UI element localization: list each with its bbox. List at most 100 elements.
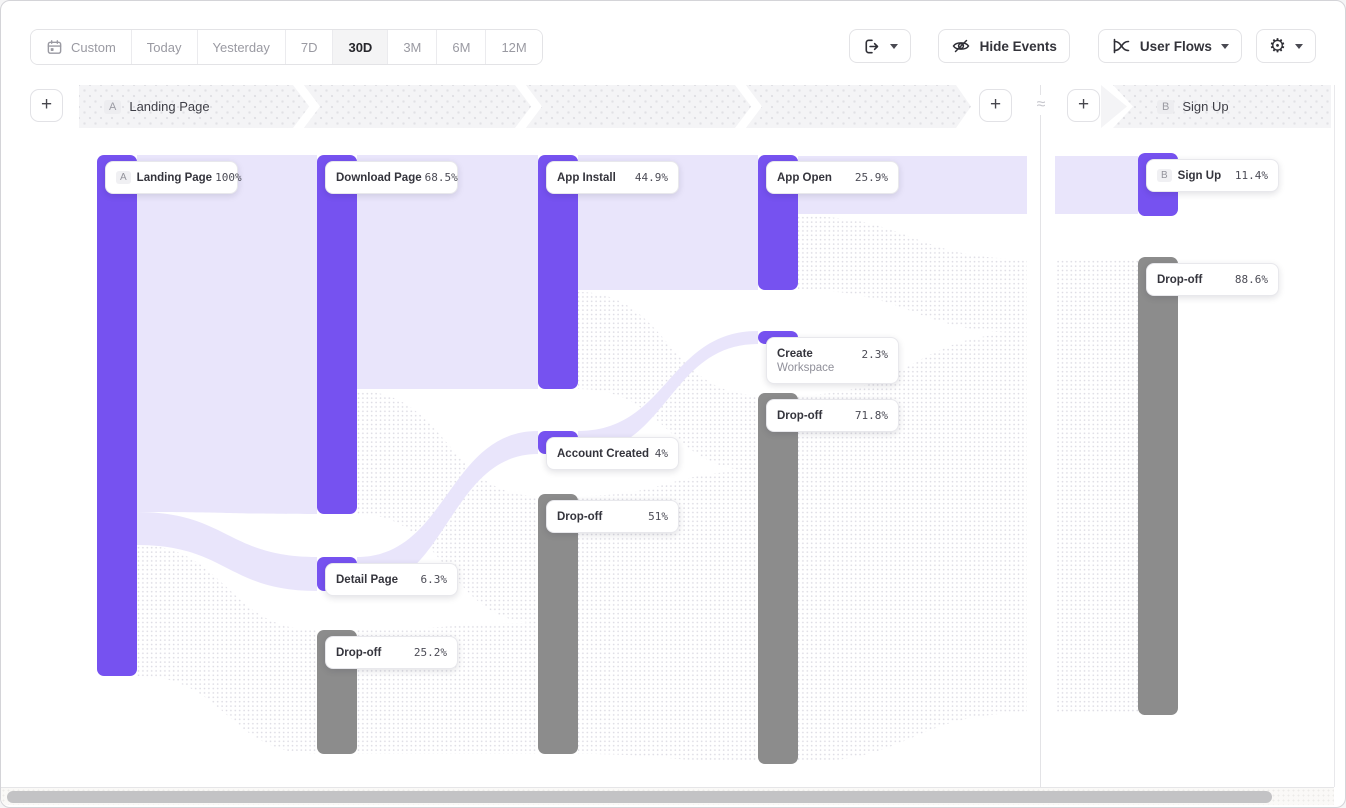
node-value: 25.9% [854, 171, 888, 184]
node-badge: A [116, 171, 131, 184]
node-label: App Install [557, 171, 616, 184]
flow-node-card-create-workspace[interactable]: Create 2.3% Workspace [766, 337, 899, 384]
node-label: Detail Page [336, 573, 398, 586]
flow-node-card-sign-up[interactable]: B Sign Up 11.4% [1146, 159, 1279, 192]
flow-node-card-app-open[interactable]: App Open 25.9% [766, 161, 899, 194]
flow-link-dropoff [798, 216, 1027, 333]
date-range-today[interactable]: Today [131, 30, 198, 64]
date-range-12m[interactable]: 12M [486, 30, 542, 64]
date-range-label: 7D [300, 39, 318, 55]
user-flows-sankey [97, 153, 1178, 764]
date-range-label: 6M [452, 39, 471, 55]
toolbar-actions: Hide Events User Flows ⚙ [848, 29, 1316, 63]
flow-node-card-drop-off[interactable]: Drop-off 51% [546, 500, 679, 533]
flow-node-card-drop-off[interactable]: Drop-off 71.8% [766, 399, 899, 432]
date-range-label: Custom [71, 39, 116, 55]
flow-link-dropoff [137, 545, 317, 754]
section-a-badge: A [104, 100, 121, 114]
date-range-7d[interactable]: 7D [285, 30, 334, 64]
date-range-label: 30D [348, 39, 373, 55]
flow-node-bar-download-page[interactable] [317, 155, 357, 514]
flow-node-bar-landing-page[interactable] [97, 155, 137, 676]
date-range-30d[interactable]: 30D [333, 30, 389, 64]
settings-button[interactable]: ⚙ [1255, 29, 1316, 63]
view-selector-button[interactable]: User Flows [1097, 29, 1242, 63]
add-step-button-section-b[interactable]: + [1067, 89, 1100, 122]
vertical-scrollbar-gutter [1334, 85, 1335, 787]
flow-node-bar-drop-off[interactable] [538, 494, 578, 754]
date-range-custom[interactable]: Custom [31, 30, 132, 64]
flow-node-card-detail-page[interactable]: Detail Page 6.3% [325, 563, 458, 596]
node-label: Account Created [557, 447, 650, 460]
eye-off-icon [951, 36, 971, 56]
node-value: 25.2% [413, 646, 447, 659]
step-banner-section-b[interactable]: B Sign Up [1113, 85, 1331, 128]
section-divider [1040, 85, 1041, 787]
flow-node-card-drop-off[interactable]: Drop-off 25.2% [325, 636, 458, 669]
flow-link [357, 431, 538, 591]
flow-link-dropoff [798, 333, 1027, 762]
node-label-line2: Workspace [777, 361, 835, 374]
section-a-label: Landing Page [129, 99, 210, 114]
export-button[interactable] [848, 29, 911, 63]
node-label: App Open [777, 171, 832, 184]
flow-link [578, 331, 758, 454]
scroll-area-border [1, 787, 1334, 788]
flow-link [137, 512, 317, 591]
flow-node-card-drop-off[interactable]: Drop-off 88.6% [1146, 263, 1279, 296]
flow-node-card-app-install[interactable]: App Install 44.9% [546, 161, 679, 194]
node-badge: B [1157, 169, 1172, 182]
add-step-button-left[interactable]: + [30, 89, 63, 122]
flow-node-bar-drop-off[interactable] [758, 393, 798, 764]
node-value: 51% [648, 510, 668, 523]
flow-link [137, 155, 317, 514]
export-icon [862, 37, 881, 56]
node-label: B Sign Up [1157, 169, 1221, 182]
section-b-badge: B [1157, 99, 1175, 114]
node-label: Create [777, 348, 813, 360]
view-selector-label: User Flows [1139, 38, 1212, 54]
node-label: A Landing Page [116, 171, 212, 184]
date-range-label: Yesterday [212, 39, 270, 55]
date-range-label: 12M [501, 39, 527, 55]
node-value: 2.3% [861, 347, 889, 361]
gear-icon: ⚙ [1268, 34, 1286, 57]
node-label: Drop-off [777, 409, 823, 422]
add-step-button-section-a[interactable]: + [979, 89, 1012, 122]
date-range-label: Today [146, 39, 182, 55]
flow-node-bar-app-install[interactable] [538, 155, 578, 389]
node-value: 4% [654, 447, 668, 460]
hide-events-button[interactable]: Hide Events [937, 29, 1070, 63]
node-label: Drop-off [1157, 273, 1203, 286]
section-approx-separator: ≈ [1029, 95, 1053, 115]
node-value: 6.3% [420, 573, 448, 586]
chevron-down-icon [1295, 43, 1303, 49]
node-value: 11.4% [1234, 169, 1268, 182]
flow-link [1055, 156, 1138, 214]
chevron-down-icon [889, 43, 898, 49]
date-range-3m[interactable]: 3M [388, 30, 438, 64]
flow-link-dropoff [1055, 259, 1138, 713]
flow-link-dropoff [578, 471, 758, 762]
flow-node-bar-drop-off[interactable] [1138, 257, 1178, 715]
hide-events-label: Hide Events [979, 38, 1057, 54]
date-range-6m[interactable]: 6M [437, 30, 487, 64]
horizontal-scrollbar-thumb[interactable] [7, 791, 1272, 803]
chevron-down-icon [1220, 43, 1229, 49]
node-value: 71.8% [854, 409, 888, 422]
date-range-label: 3M [403, 39, 422, 55]
calendar-icon [46, 39, 63, 56]
date-range-yesterday[interactable]: Yesterday [197, 30, 286, 64]
node-label: Drop-off [336, 646, 382, 659]
flow-node-card-download-page[interactable]: Download Page 68.5% [325, 161, 458, 194]
date-range-control: Custom Today Yesterday 7D 30D 3M 6M 12M [30, 29, 543, 65]
flow-node-card-account-created[interactable]: Account Created 4% [546, 437, 679, 470]
flow-node-card-landing-page[interactable]: A Landing Page 100% [105, 161, 242, 194]
node-value: 100% [215, 171, 242, 184]
node-label: Download Page [336, 171, 422, 184]
node-value: 68.5% [424, 171, 458, 184]
flow-link [357, 155, 538, 389]
node-value: 88.6% [1234, 273, 1268, 286]
